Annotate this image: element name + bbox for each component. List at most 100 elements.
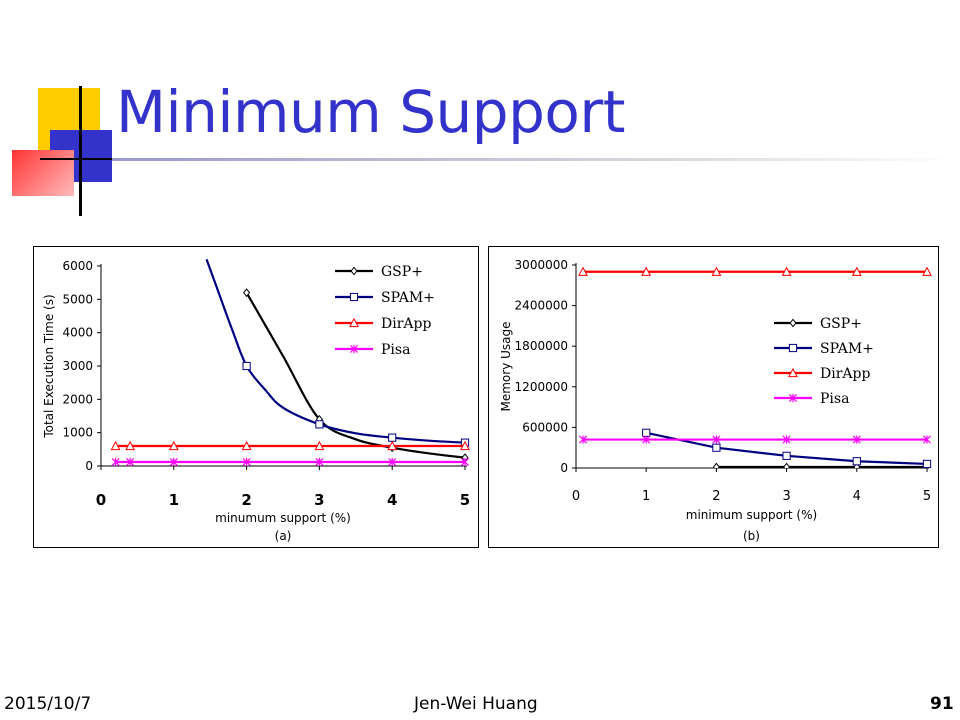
footer-date: 2015/10/7 bbox=[4, 694, 92, 714]
y-tick-label: 4000 bbox=[62, 326, 93, 340]
legend-item: GSP+ bbox=[335, 264, 423, 280]
series-pisa bbox=[578, 435, 932, 444]
y-tick-label: 3000000 bbox=[515, 258, 568, 272]
data-point bbox=[783, 462, 791, 468]
data-point bbox=[642, 428, 651, 437]
data-point bbox=[169, 457, 178, 466]
data-point bbox=[641, 266, 652, 276]
legend-marker bbox=[788, 367, 798, 378]
data-point bbox=[315, 457, 324, 466]
y-tick-label: 2000 bbox=[62, 392, 93, 406]
data-point bbox=[315, 420, 324, 429]
chart-frame bbox=[33, 246, 479, 548]
y-tick-label: 1800000 bbox=[515, 339, 568, 353]
y-axis-label: Total Execution Time (s) bbox=[42, 294, 56, 438]
chart-caption: (b) bbox=[743, 529, 760, 543]
legend-marker bbox=[788, 343, 798, 353]
data-point bbox=[460, 457, 470, 466]
data-point bbox=[241, 440, 252, 451]
data-point bbox=[782, 435, 791, 444]
y-tick-label: 3000 bbox=[62, 359, 93, 373]
data-point bbox=[126, 457, 135, 466]
data-point bbox=[578, 266, 588, 276]
y-axis-label: Memory Usage bbox=[499, 321, 513, 411]
legend-marker bbox=[349, 317, 359, 328]
x-tick-label: 1 bbox=[169, 491, 179, 509]
chart-caption: (a) bbox=[275, 529, 292, 543]
legend-item: Pisa bbox=[774, 391, 849, 407]
chart-b-memory-usage: 0 600000 1200000 1800000 2400000 3000000 0 1 2 3 4… bbox=[488, 246, 939, 548]
deco-vertical-line bbox=[79, 86, 82, 216]
x-tick-label: 5 bbox=[923, 489, 931, 504]
footer-author: Jen-Wei Huang bbox=[414, 694, 538, 714]
y-tick-label: 1200000 bbox=[515, 380, 568, 394]
y-tick-label: 2400000 bbox=[515, 299, 568, 313]
legend-item: DirApp bbox=[335, 316, 431, 332]
data-point bbox=[711, 266, 722, 276]
data-point bbox=[712, 443, 721, 452]
data-point bbox=[388, 433, 397, 442]
x-tick-label: 0 bbox=[572, 489, 580, 504]
series-spam-plus bbox=[642, 428, 932, 468]
series-line bbox=[205, 258, 466, 444]
legend-label: GSP+ bbox=[820, 316, 862, 332]
deco-horizontal-line bbox=[40, 158, 135, 160]
y-tick-label: 6000 bbox=[62, 259, 93, 273]
data-point bbox=[578, 435, 588, 444]
data-point bbox=[782, 451, 791, 460]
legend-label: Pisa bbox=[381, 342, 410, 358]
data-point bbox=[851, 266, 862, 276]
chart-frame bbox=[488, 246, 939, 548]
legend-item: DirApp bbox=[774, 366, 870, 382]
x-axis-label: minimum support (%) bbox=[686, 508, 817, 522]
data-point bbox=[922, 435, 932, 444]
slide-title: Minimum Support bbox=[116, 78, 626, 146]
data-point bbox=[460, 440, 470, 451]
data-point bbox=[642, 435, 651, 444]
data-point bbox=[110, 440, 121, 451]
deco-red-square bbox=[12, 150, 74, 196]
series-line bbox=[245, 292, 466, 459]
legend-item: Pisa bbox=[335, 342, 410, 358]
x-tick-label: 2 bbox=[241, 491, 251, 509]
data-point bbox=[922, 459, 932, 468]
data-point bbox=[242, 361, 251, 371]
x-tick-label: 0 bbox=[96, 491, 106, 509]
legend-marker bbox=[789, 318, 797, 328]
data-point bbox=[781, 266, 792, 276]
title-underline bbox=[112, 158, 957, 161]
legend-marker bbox=[349, 292, 359, 302]
chart-a-execution-time: 0 1000 2000 3000 4000 5000 6000 0 1 2 3 4 5 minumum s… bbox=[33, 246, 479, 548]
legend-marker bbox=[788, 393, 798, 403]
x-tick-label: 4 bbox=[387, 491, 397, 509]
legend: GSP+ SPAM+ DirApp Pisa bbox=[335, 264, 435, 358]
data-point bbox=[712, 462, 720, 468]
series-dirapp bbox=[578, 266, 932, 276]
legend-label: SPAM+ bbox=[820, 341, 874, 357]
data-point bbox=[712, 435, 721, 444]
page-number: 91 bbox=[930, 694, 954, 714]
y-tick-label: 0 bbox=[85, 459, 93, 473]
legend-item: GSP+ bbox=[774, 316, 862, 332]
legend-label: Pisa bbox=[820, 391, 849, 407]
data-point bbox=[242, 457, 251, 466]
data-point bbox=[388, 457, 397, 466]
x-tick-label: 2 bbox=[712, 489, 720, 504]
x-tick-label: 1 bbox=[642, 489, 650, 504]
data-point bbox=[111, 457, 120, 466]
data-point bbox=[852, 435, 861, 444]
x-tick-label: 3 bbox=[782, 489, 790, 504]
data-point bbox=[922, 266, 932, 276]
series-dirapp bbox=[110, 440, 470, 451]
y-tick-label: 0 bbox=[560, 461, 568, 475]
data-point bbox=[125, 440, 136, 451]
legend-label: GSP+ bbox=[381, 264, 423, 280]
y-tick-label: 1000 bbox=[62, 426, 93, 440]
series-pisa bbox=[111, 457, 470, 466]
data-point bbox=[852, 457, 861, 466]
legend-marker bbox=[349, 344, 359, 354]
x-tick-label: 5 bbox=[460, 491, 470, 509]
data-point bbox=[168, 440, 179, 451]
x-axis-label: minumum support (%) bbox=[215, 511, 351, 525]
data-point bbox=[853, 462, 861, 468]
